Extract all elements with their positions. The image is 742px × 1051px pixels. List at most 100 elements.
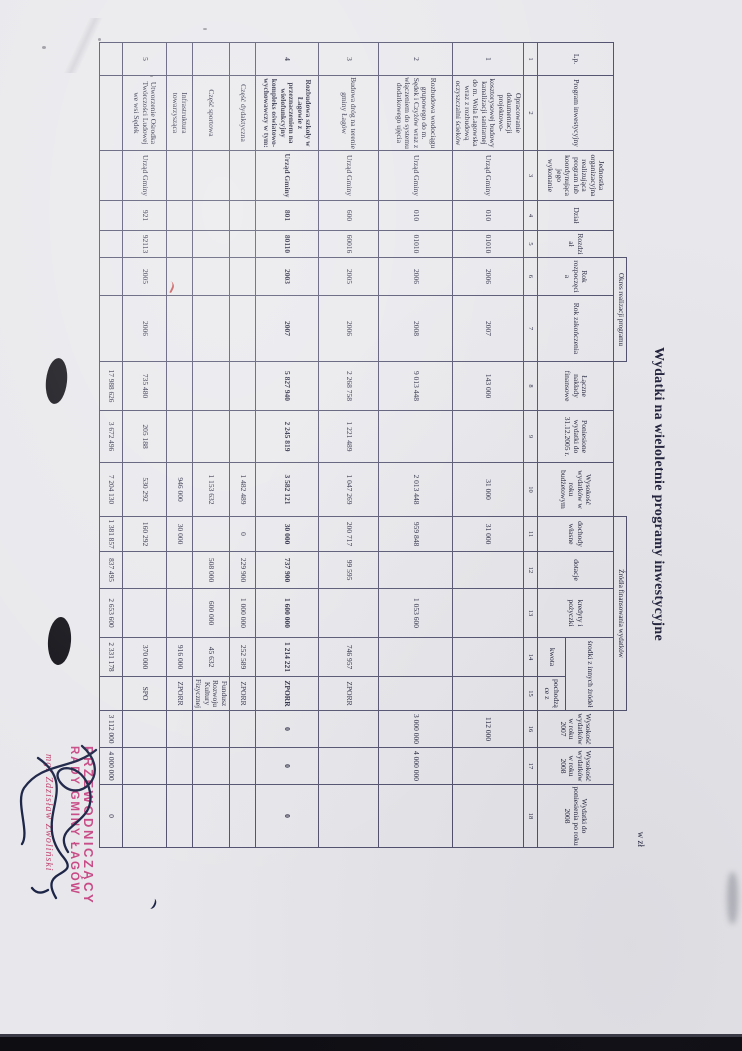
table-row: 3 Budowa dróg na terenie gminy Łagów Urząd… (318, 42, 379, 848)
table-cell (452, 637, 524, 677)
table-cell (192, 710, 230, 748)
program-name-cell (99, 75, 123, 151)
table-cell (614, 711, 627, 848)
table-cell (166, 42, 193, 76)
table-cell (192, 257, 230, 296)
table-cell: 946 000 (166, 462, 193, 517)
program-name-cell: Część sportowa (192, 75, 230, 151)
table-cell: 801 (255, 200, 319, 231)
table-cell: 2003 (255, 257, 319, 296)
table-cell (166, 410, 193, 463)
table-row: Infrastruktura towarzysząca 946 000 30 000… (166, 42, 193, 848)
table-cell: 2005 (318, 257, 379, 296)
column-header: Poniesione wydatki do 31.12.2005 r. (537, 410, 614, 463)
table-cell: ZPORR (229, 676, 256, 711)
column-number: 7 (523, 295, 538, 362)
table-cell (192, 200, 230, 231)
table-cell (192, 230, 230, 258)
table-cell (614, 362, 627, 517)
table-row: 1 2 3 4 5 6 7 8 9 10 11 12 13 14 15 16 17 18 (523, 42, 538, 848)
table-cell (192, 150, 230, 201)
table-cell: 010 (452, 200, 524, 231)
table-cell: 2 331 178 (99, 637, 123, 677)
table-cell (378, 676, 453, 711)
table-cell: 2006 (318, 295, 379, 362)
table-cell: 0 (229, 516, 256, 552)
table-cell: ZPORR (255, 676, 319, 711)
table-cell: 1 153 632 (192, 462, 230, 517)
table-cell: 5 827 940 (255, 361, 319, 411)
column-number: 13 (523, 588, 538, 638)
program-name-cell: Opracowanie dokumentacji projektowo- kos… (452, 75, 524, 151)
table-cell: 200 717 (318, 516, 379, 552)
table-cell (192, 42, 230, 76)
table-cell (378, 784, 453, 848)
table-cell (229, 42, 256, 76)
table-cell: Urząd Gminy (318, 150, 379, 201)
table-cell: 143 000 (452, 361, 524, 411)
column-header: Rok rozpoczęcia (537, 257, 614, 296)
table-cell (318, 588, 379, 638)
table-cell (452, 676, 524, 711)
column-header: Wysokość wydatków w roku 2008 (537, 747, 614, 785)
scan-smudge (727, 872, 738, 924)
table-cell (166, 588, 193, 638)
table-cell: 737 900 (255, 551, 319, 589)
table-cell: Urząd Gminy (378, 150, 453, 201)
table-cell: 1 047 269 (318, 462, 379, 517)
table-cell (229, 410, 256, 463)
table-cell (122, 747, 167, 785)
table-cell (122, 784, 167, 848)
program-name-cell: Infrastruktura towarzysząca (166, 75, 193, 151)
table-cell: 4 000 000 (378, 747, 453, 785)
table-cell: 17 988 626 (99, 361, 123, 411)
table-cell: 1 600 000 (255, 588, 319, 638)
page-title: Wydatki na wieloletnie programy inwestyc… (651, 347, 666, 641)
program-name-cell: Część dydaktyczna (229, 75, 256, 151)
table-cell: Fundusz Rozwoju Kultury Fizycznej (192, 676, 230, 711)
table-cell (452, 410, 524, 463)
investment-table-body: Okres realizacji programu Źródła finansow… (99, 42, 627, 848)
column-number: 4 (523, 200, 538, 231)
column-number: 14 (523, 637, 538, 677)
column-header: dochody własne (537, 516, 614, 552)
table-cell (229, 257, 256, 296)
column-number: 16 (523, 710, 538, 748)
stamp-line-2: RADY GMINY ŁAGÓW (68, 746, 80, 896)
table-cell (166, 200, 193, 231)
table-cell: 229 900 (229, 551, 256, 589)
table-cell: 0 (255, 747, 319, 785)
table-cell: 92113 (122, 230, 167, 258)
table-cell: 1 482 489 (229, 462, 256, 517)
table-cell (318, 784, 379, 848)
table-cell (229, 230, 256, 258)
column-number: 9 (523, 410, 538, 463)
stamp-signatory: mgr Zdzisław Zwoliński (43, 754, 54, 872)
table-cell (166, 150, 193, 201)
table-cell: 01010 (452, 230, 524, 258)
table-cell (166, 710, 193, 748)
table-cell: 1 214 221 (255, 637, 319, 677)
table-row: 2 Rozbudowa wodociągu grupowego do m. Sęd… (378, 42, 453, 848)
table-cell (229, 200, 256, 231)
table-cell: 3 582 121 (255, 462, 319, 517)
table-cell: 2008 (378, 295, 453, 362)
program-name-cell: Utworzenie Ośrodka Twórczości Ludowej we… (122, 75, 167, 151)
column-header: kredyty i pożyczki (537, 588, 614, 638)
column-header: Lp. (537, 42, 614, 76)
column-header: Wysokość wydatków w roku 2007 (537, 710, 614, 748)
table-cell: 600 (318, 200, 379, 231)
table-cell: 30 000 (255, 516, 319, 552)
table-cell: 2006 (122, 295, 167, 362)
table-cell: 600 000 (192, 588, 230, 638)
table-cell: 2006 (378, 257, 453, 296)
group-header-okres: Okres realizacji programu (613, 257, 627, 362)
table-cell: 837 495 (99, 551, 123, 589)
table-cell: 916 000 (166, 637, 193, 677)
program-name-cell: Rozbudowa wodociągu grupowego do m. Sęde… (378, 75, 453, 151)
table-cell (166, 551, 193, 589)
table-cell: 112 000 (452, 710, 524, 748)
table-row: Część sportowa 1 153 632 508 000 600 000 45 … (192, 42, 230, 848)
table-cell (99, 295, 123, 362)
table-cell: 2007 (255, 295, 319, 362)
